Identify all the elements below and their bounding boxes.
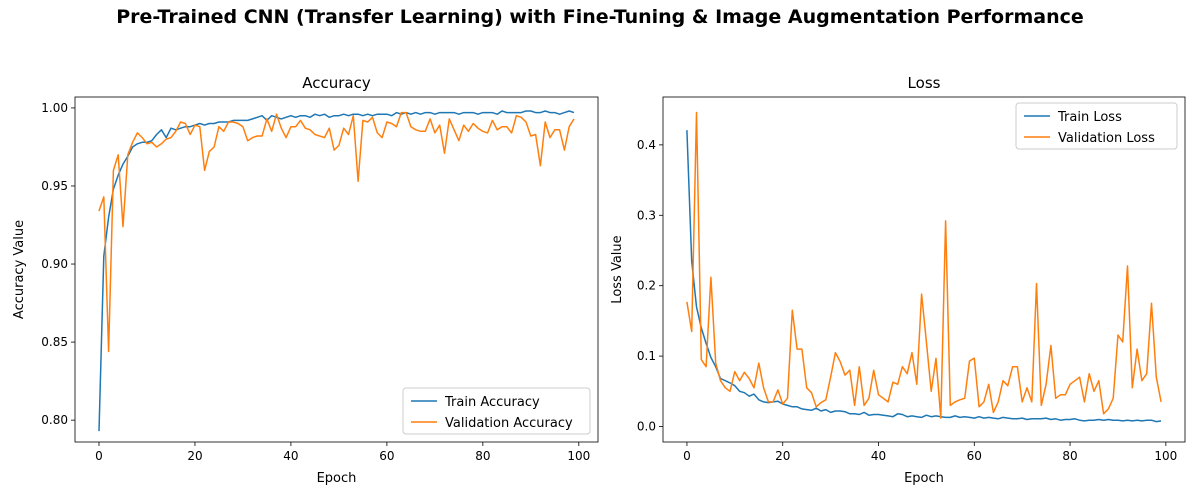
accuracy-x-tick-label: 0 xyxy=(95,449,103,463)
accuracy-series-line-validation xyxy=(98,111,575,353)
accuracy-legend-label: Train Accuracy xyxy=(444,395,540,410)
accuracy-y-tick-label: 0.95 xyxy=(41,179,68,193)
accuracy-x-tick-label: 100 xyxy=(567,449,590,463)
loss-chart: 0 20 40 60 80 100 0.0 0.1 0.2 0.3 0.4 Loss Epoch Loss… xyxy=(610,74,1186,486)
loss-legend-label: Validation Loss xyxy=(1058,131,1155,146)
loss-y-tick-label: 0.0 xyxy=(637,420,656,434)
loss-series-line-train xyxy=(686,130,1162,423)
accuracy-chart: 0 20 40 60 80 100 0.80 0.85 0.90 0.95 1.00 Accuracy… xyxy=(12,74,599,486)
accuracy-y-tick-label: 1.00 xyxy=(41,101,68,115)
loss-legend: Train Loss Validation Loss xyxy=(1015,102,1178,150)
accuracy-legend: Train Accuracy Validation Accuracy xyxy=(402,387,591,435)
loss-y-tick-label: 0.2 xyxy=(637,279,656,293)
accuracy-legend-box xyxy=(402,387,591,435)
loss-x-tick-label: 0 xyxy=(683,449,691,463)
loss-chart-title: Loss xyxy=(908,74,941,92)
accuracy-y-tick-label: 0.85 xyxy=(41,335,68,349)
loss-plot-frame xyxy=(662,96,1186,443)
accuracy-x-tick-label: 20 xyxy=(187,449,202,463)
loss-x-axis-label: Epoch xyxy=(904,471,944,486)
accuracy-series-line-train xyxy=(98,110,575,432)
accuracy-chart-title: Accuracy xyxy=(302,74,371,92)
loss-x-tick-label: 100 xyxy=(1154,449,1177,463)
loss-legend-box xyxy=(1015,102,1178,150)
accuracy-y-tick-label: 0.90 xyxy=(41,257,68,271)
loss-series-line-validation xyxy=(686,111,1162,419)
loss-x-tick-label: 60 xyxy=(967,449,982,463)
accuracy-plot-frame xyxy=(74,96,599,443)
loss-legend-label: Train Loss xyxy=(1057,110,1122,125)
accuracy-y-tick-label: 0.80 xyxy=(41,413,68,427)
loss-y-axis-label: Loss Value xyxy=(610,235,625,303)
loss-x-tick-label: 80 xyxy=(1062,449,1077,463)
accuracy-x-axis-label: Epoch xyxy=(317,471,357,486)
loss-x-tick-label: 20 xyxy=(775,449,790,463)
loss-x-tick-label: 40 xyxy=(871,449,886,463)
accuracy-x-tick-label: 80 xyxy=(475,449,490,463)
accuracy-x-tick-label: 60 xyxy=(379,449,394,463)
accuracy-legend-label: Validation Accuracy xyxy=(445,416,573,431)
loss-y-tick-label: 0.3 xyxy=(637,208,656,222)
accuracy-x-tick-label: 40 xyxy=(283,449,298,463)
loss-y-tick-label: 0.4 xyxy=(637,138,656,152)
loss-y-tick-label: 0.1 xyxy=(637,349,656,363)
figure-title: Pre-Trained CNN (Transfer Learning) with… xyxy=(116,6,1084,28)
accuracy-y-axis-label: Accuracy Value xyxy=(12,220,27,319)
